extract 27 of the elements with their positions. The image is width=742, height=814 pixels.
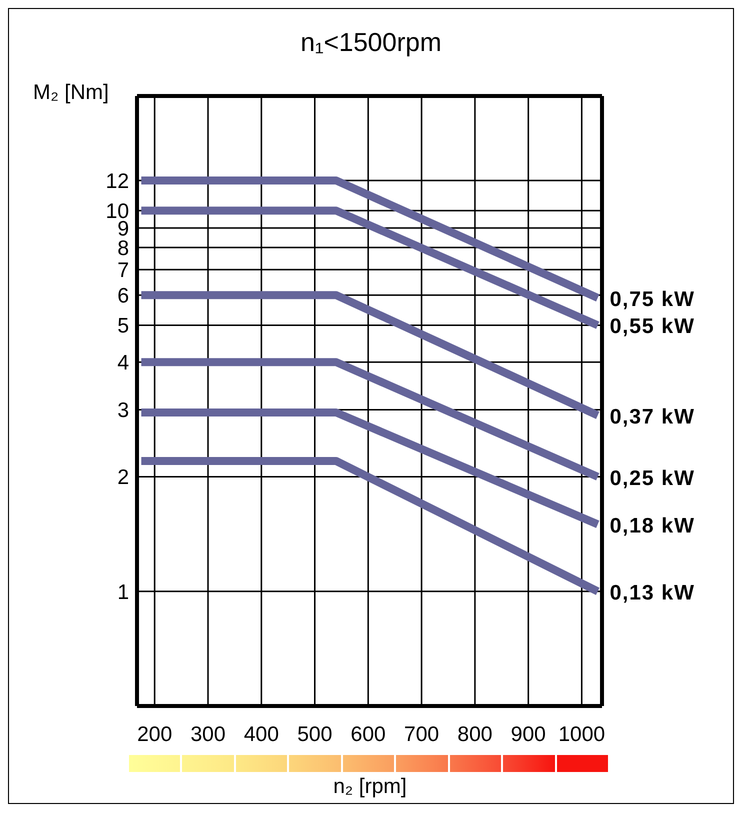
x-tick-label: 300 — [190, 722, 226, 746]
y-tick-label: 1 — [117, 580, 129, 604]
chart-title: n₁<1500rpm — [299, 27, 443, 59]
x-tick-label: 200 — [137, 722, 172, 746]
y-axis-title: M₂ [Nm] — [33, 81, 109, 105]
series-label: 0,25 kW — [610, 466, 695, 490]
y-tick-label: 8 — [117, 236, 129, 260]
y-tick-label: 2 — [117, 466, 129, 490]
series-label: 0,37 kW — [610, 405, 695, 428]
series-label: 0,55 kW — [610, 315, 695, 338]
y-tick-label: 7 — [117, 259, 129, 282]
y-tick-label: 6 — [117, 284, 129, 308]
y-tick-label: 3 — [117, 399, 129, 422]
series-label: 0,18 kW — [610, 514, 695, 538]
x-tick-label: 500 — [297, 722, 332, 746]
series-label: 0,13 kW — [610, 581, 695, 604]
x-tick-label: 400 — [244, 722, 279, 746]
x-tick-label: 900 — [510, 722, 546, 746]
x-tick-label: 1000 — [558, 722, 606, 746]
y-tick-label: 4 — [117, 352, 130, 375]
y-tick-label: 12 — [106, 170, 129, 193]
y-tick-label: 5 — [117, 314, 129, 338]
x-tick-label: 700 — [404, 722, 440, 746]
x-tick-label: 800 — [457, 722, 492, 746]
x-tick-label: 600 — [350, 722, 386, 746]
x-axis-title: n₂ [rpm] — [332, 775, 408, 799]
series-label: 0,75 kW — [610, 288, 695, 311]
